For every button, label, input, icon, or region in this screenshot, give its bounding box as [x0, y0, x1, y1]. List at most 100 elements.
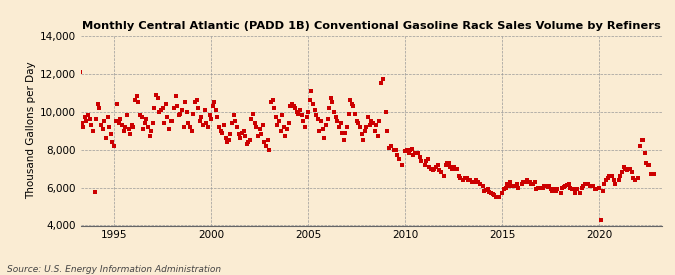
- Point: [374, 119, 385, 123]
- Point: [362, 115, 373, 120]
- Point: [571, 187, 582, 192]
- Point: [112, 102, 123, 106]
- Point: [634, 144, 645, 148]
- Point: [484, 190, 495, 194]
- Point: [337, 130, 348, 135]
- Point: [529, 180, 540, 184]
- Point: [125, 132, 136, 137]
- Point: [303, 109, 314, 114]
- Point: [578, 183, 589, 188]
- Point: [180, 100, 190, 104]
- Point: [316, 119, 327, 123]
- Point: [537, 185, 548, 190]
- Point: [118, 128, 129, 133]
- Point: [338, 138, 349, 142]
- Point: [346, 102, 357, 106]
- Point: [304, 98, 315, 103]
- Point: [97, 126, 108, 131]
- Point: [474, 182, 485, 186]
- Point: [442, 161, 453, 165]
- Point: [639, 151, 650, 156]
- Point: [614, 178, 624, 182]
- Point: [622, 168, 632, 173]
- Point: [211, 108, 221, 112]
- Point: [466, 180, 477, 184]
- Point: [139, 121, 150, 125]
- Point: [542, 185, 553, 189]
- Point: [194, 119, 205, 123]
- Point: [602, 176, 613, 180]
- Point: [390, 147, 401, 152]
- Point: [204, 113, 215, 118]
- Point: [240, 134, 250, 139]
- Point: [196, 115, 207, 120]
- Point: [448, 164, 459, 169]
- Point: [123, 126, 134, 131]
- Point: [270, 115, 281, 120]
- Point: [75, 70, 86, 74]
- Point: [130, 98, 140, 103]
- Point: [403, 151, 414, 156]
- Point: [232, 125, 242, 129]
- Point: [284, 121, 294, 125]
- Point: [377, 77, 388, 82]
- Point: [528, 182, 539, 186]
- Point: [462, 176, 472, 180]
- Point: [285, 104, 296, 108]
- Point: [219, 123, 230, 127]
- Point: [469, 180, 480, 184]
- Point: [308, 102, 319, 106]
- Point: [351, 119, 362, 123]
- Point: [209, 100, 220, 104]
- Point: [293, 111, 304, 116]
- Point: [505, 180, 516, 184]
- Point: [214, 125, 225, 129]
- Point: [192, 106, 203, 110]
- Point: [615, 174, 626, 178]
- Point: [206, 117, 217, 122]
- Point: [427, 168, 438, 173]
- Point: [558, 185, 569, 189]
- Point: [241, 142, 252, 146]
- Point: [170, 94, 181, 99]
- Point: [638, 138, 649, 142]
- Point: [369, 128, 380, 133]
- Point: [300, 125, 310, 129]
- Point: [628, 176, 639, 180]
- Point: [589, 187, 600, 192]
- Point: [536, 185, 547, 190]
- Point: [411, 151, 422, 156]
- Point: [507, 183, 518, 188]
- Point: [306, 89, 317, 93]
- Point: [138, 126, 148, 131]
- Point: [618, 164, 629, 169]
- Point: [605, 174, 616, 178]
- Point: [236, 130, 247, 135]
- Point: [109, 144, 119, 148]
- Point: [408, 153, 418, 158]
- Point: [288, 104, 299, 108]
- Point: [350, 111, 360, 116]
- Point: [502, 182, 512, 186]
- Point: [191, 98, 202, 103]
- Point: [585, 183, 595, 188]
- Point: [183, 121, 194, 125]
- Point: [382, 128, 393, 133]
- Point: [335, 121, 346, 125]
- Point: [256, 132, 267, 137]
- Point: [73, 75, 84, 80]
- Point: [296, 113, 307, 118]
- Point: [595, 218, 606, 222]
- Point: [275, 128, 286, 133]
- Point: [113, 121, 124, 125]
- Point: [544, 183, 555, 188]
- Point: [358, 138, 369, 142]
- Point: [225, 132, 236, 137]
- Point: [182, 109, 192, 114]
- Point: [78, 125, 88, 129]
- Point: [186, 128, 197, 133]
- Point: [360, 128, 371, 133]
- Point: [464, 178, 475, 182]
- Point: [80, 115, 90, 120]
- Point: [550, 189, 561, 194]
